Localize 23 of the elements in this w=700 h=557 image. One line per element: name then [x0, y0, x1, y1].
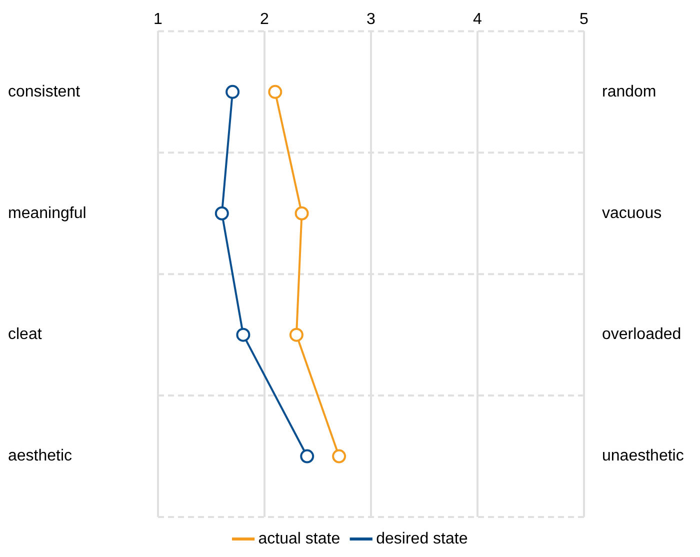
y-tick-label: aesthetic	[8, 448, 72, 465]
point	[226, 84, 240, 99]
x-tick-label: 4	[473, 11, 482, 28]
legend-label: actual state	[258, 530, 340, 548]
legend-label: desired state	[376, 530, 468, 548]
x-tick-label: 5	[580, 11, 589, 28]
point	[236, 328, 250, 342]
y-tick-label: consistent	[8, 83, 81, 100]
y-tick-label: meaningful	[8, 204, 86, 222]
y2-tick-label: random	[602, 83, 656, 100]
y2-tick-label: overloaded	[602, 326, 682, 344]
point	[214, 206, 229, 220]
x-tick-label: 1	[154, 11, 163, 28]
y2-tick-label: unaesthetic	[602, 448, 684, 465]
point	[294, 206, 309, 220]
y2-tick-label: vacuous	[602, 204, 662, 222]
point	[300, 449, 314, 464]
x-tick-label: 3	[366, 11, 376, 28]
x-tick-label: 2	[260, 11, 270, 28]
point	[332, 449, 346, 464]
y-tick-label: cleat	[8, 326, 42, 344]
point	[289, 328, 304, 342]
point	[268, 84, 282, 99]
